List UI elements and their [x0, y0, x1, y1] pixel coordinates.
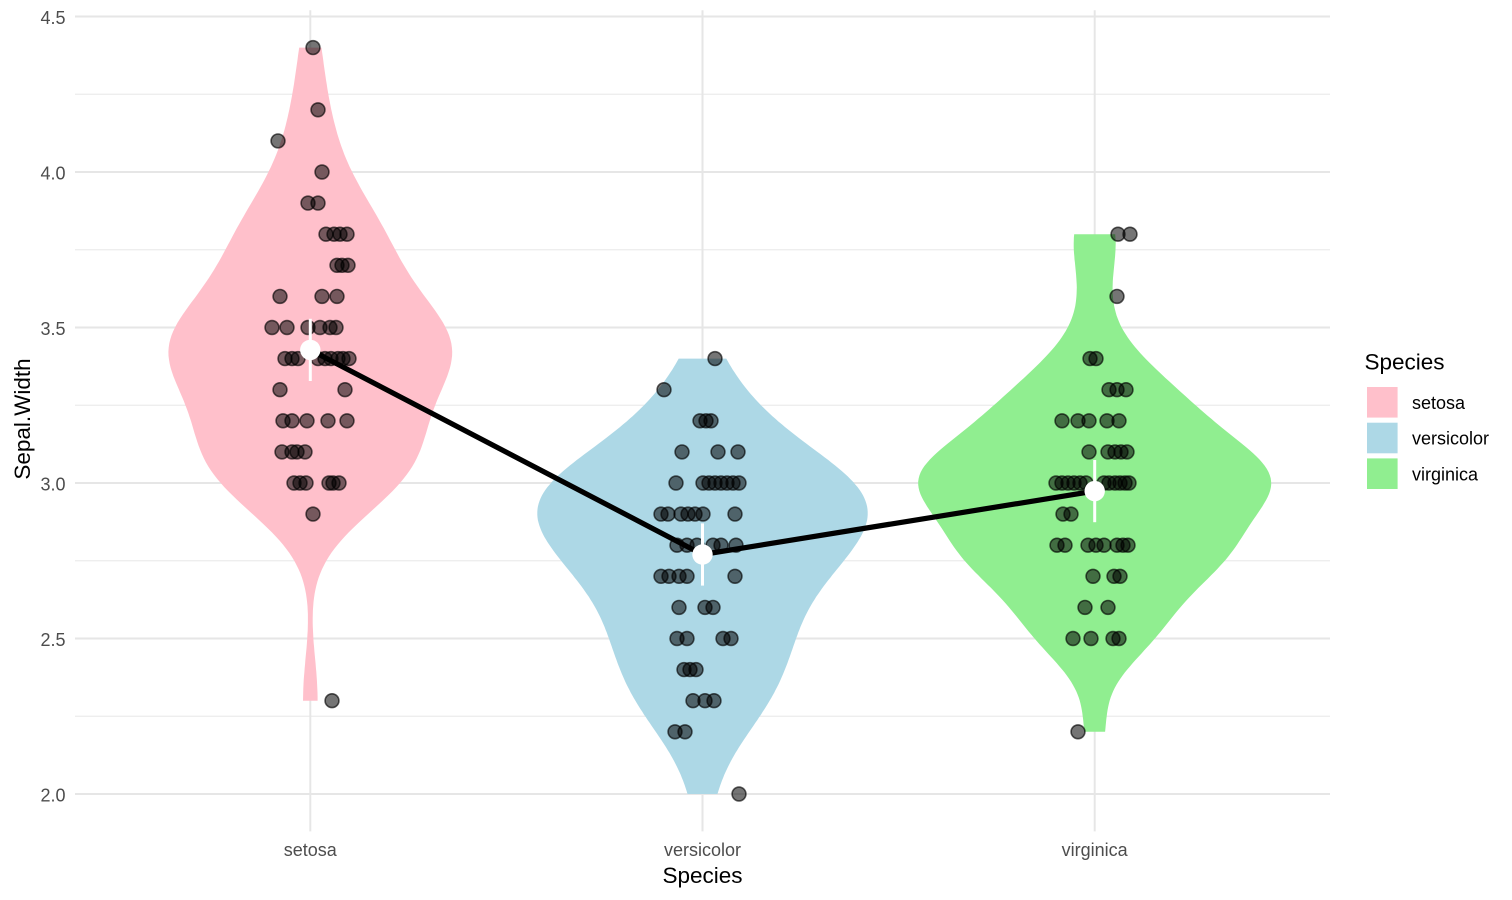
svg-text:virginica: virginica [1062, 840, 1129, 860]
svg-text:Species: Species [662, 863, 742, 888]
svg-text:2.5: 2.5 [40, 630, 65, 650]
svg-text:versicolor: versicolor [664, 840, 741, 860]
svg-text:3.0: 3.0 [40, 474, 65, 494]
svg-text:4.5: 4.5 [40, 8, 65, 28]
svg-text:2.0: 2.0 [40, 785, 65, 805]
svg-text:versicolor: versicolor [1412, 429, 1489, 449]
svg-text:Sepal.Width: Sepal.Width [10, 358, 35, 479]
svg-text:4.0: 4.0 [40, 163, 65, 183]
svg-text:Species: Species [1365, 350, 1445, 375]
svg-text:virginica: virginica [1412, 464, 1479, 484]
svg-text:setosa: setosa [284, 840, 338, 860]
svg-text:setosa: setosa [1412, 393, 1466, 413]
svg-text:3.5: 3.5 [40, 319, 65, 339]
